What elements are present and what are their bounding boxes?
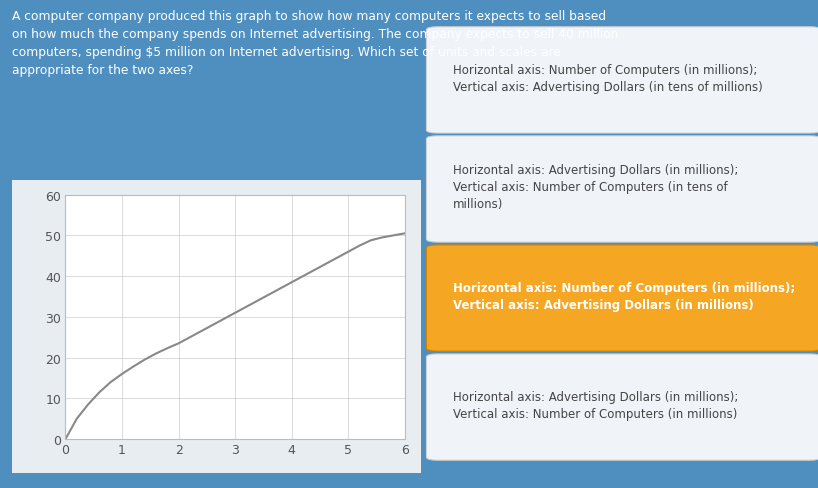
Text: A computer company produced this graph to show how many computers it expects to : A computer company produced this graph t…: [12, 10, 618, 77]
FancyBboxPatch shape: [426, 354, 818, 460]
Text: Horizontal axis: Advertising Dollars (in millions);
Vertical axis: Number of Com: Horizontal axis: Advertising Dollars (in…: [452, 390, 738, 420]
FancyBboxPatch shape: [426, 245, 818, 351]
FancyBboxPatch shape: [426, 137, 818, 243]
Text: Horizontal axis: Number of Computers (in millions);
Vertical axis: Advertising D: Horizontal axis: Number of Computers (in…: [452, 282, 795, 311]
Text: Horizontal axis: Advertising Dollars (in millions);
Vertical axis: Number of Com: Horizontal axis: Advertising Dollars (in…: [452, 164, 738, 211]
Text: Horizontal axis: Number of Computers (in millions);
Vertical axis: Advertising D: Horizontal axis: Number of Computers (in…: [452, 64, 762, 94]
FancyBboxPatch shape: [426, 28, 818, 134]
